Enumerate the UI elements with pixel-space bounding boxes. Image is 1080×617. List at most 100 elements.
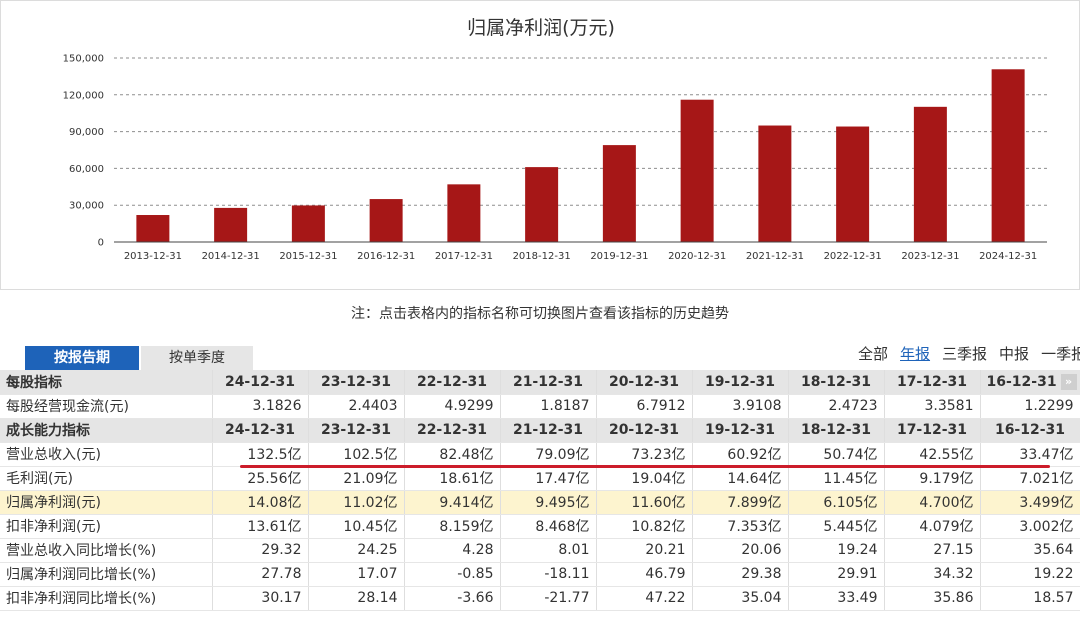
bar[interactable] [836,126,870,242]
indicator-value: 33.49 [788,586,885,611]
indicator-value: -21.77 [500,586,597,611]
indicator-value: 19.22 [980,562,1080,587]
tab-by-report-period[interactable]: 按报告期 [25,346,139,370]
period-label: 16-12-31 [994,422,1066,438]
period-label: 24-12-31 [224,422,296,438]
table-row: 扣非净利润同比增长(%) 30.17 28.14 -3.66 -21.77 47.22 35… [0,586,1080,611]
report-mode-tabs: 按报告期 按单季度 [0,346,253,370]
indicator-value: 14.08亿 [212,490,309,515]
net-profit-bar-chart: 归属净利润(万元) 0 30,000 60,000 90,000 120,000 150,0… [63,17,1047,262]
bar[interactable] [680,99,714,242]
indicator-value: 5.445亿 [788,514,885,539]
indicator-value: 11.45亿 [788,466,885,491]
section-header-row: 成长能力指标 24-12-31 23-12-31 22-12-31 21-12-31 20… [0,418,1080,443]
indicator-value: 2.4403 [308,394,405,419]
x-tick-label: 2017-12-31 [435,251,493,262]
indicator-value: 3.3581 [884,394,981,419]
indicator-name[interactable]: 每股经营现金流(元) [0,394,213,419]
tab-by-single-quarter[interactable]: 按单季度 [141,346,253,370]
bar[interactable] [758,125,792,242]
indicator-value: 42.55亿 [884,442,981,467]
indicator-value: 20.06 [692,538,789,563]
indicator-value: 7.899亿 [692,490,789,515]
period-label: 21-12-31 [512,422,584,438]
period-label: 22-12-31 [416,373,488,390]
indicator-value: 4.700亿 [884,490,981,515]
indicator-value: 20.21 [596,538,693,563]
bar[interactable] [991,69,1025,242]
indicator-value: 82.48亿 [404,442,501,467]
indicator-value: 1.2299 [980,394,1080,419]
indicator-value: 13.61亿 [212,514,309,539]
section-title: 成长能力指标 [0,418,213,443]
period-header: 18-12-31 [788,418,885,443]
indicator-value: 30.17 [212,586,309,611]
period-label: 18-12-31 [800,373,872,390]
indicator-value: 11.60亿 [596,490,693,515]
y-tick-label: 90,000 [69,127,104,138]
y-tick-label: 60,000 [69,164,104,175]
indicator-value: 47.22 [596,586,693,611]
indicator-name[interactable]: 营业总收入同比增长(%) [0,538,213,563]
indicator-value: 4.079亿 [884,514,981,539]
indicator-name[interactable]: 扣非净利润同比增长(%) [0,586,213,611]
bar[interactable] [447,184,481,242]
bar[interactable] [602,145,636,242]
indicator-name[interactable]: 毛利润(元) [0,466,213,491]
period-link-annual[interactable]: 年报 [900,345,931,363]
indicator-value: 7.021亿 [980,466,1080,491]
period-link-all[interactable]: 全部 [858,345,889,363]
section-header-row: 每股指标 24-12-31 23-12-31 22-12-31 21-12-31 20-1… [0,370,1080,395]
table-row: 归属净利润(元) 14.08亿 11.02亿 9.414亿 9.495亿 11.60亿 7.… [0,490,1080,515]
indicator-value: 11.02亿 [308,490,405,515]
indicator-name[interactable]: 营业总收入(元) [0,442,213,467]
indicator-value: 21.09亿 [308,466,405,491]
chart-panel: 归属净利润(万元) 0 30,000 60,000 90,000 120,000 150,0… [0,0,1080,290]
bar[interactable] [136,215,170,242]
bar[interactable] [369,199,403,242]
period-label: 23-12-31 [320,373,392,390]
indicator-name[interactable]: 扣非净利润(元) [0,514,213,539]
indicator-value: 3.1826 [212,394,309,419]
x-tick-label: 2015-12-31 [279,251,337,262]
indicator-value: -18.11 [500,562,597,587]
indicator-value: 8.468亿 [500,514,597,539]
period-header: 17-12-31 [884,370,981,395]
period-label: 20-12-31 [608,373,680,390]
indicator-name[interactable]: 归属净利润(元) [0,490,213,515]
period-header: 23-12-31 [308,370,405,395]
bar[interactable] [913,106,947,242]
indicator-value: 50.74亿 [788,442,885,467]
bar[interactable] [291,205,325,242]
indicator-value: 29.38 [692,562,789,587]
indicator-value: 102.5亿 [308,442,405,467]
indicator-value: 18.61亿 [404,466,501,491]
period-label: 17-12-31 [896,373,968,390]
indicator-value: 25.56亿 [212,466,309,491]
indicator-value: 79.09亿 [500,442,597,467]
period-header: 24-12-31 [212,370,309,395]
indicator-name[interactable]: 归属净利润同比增长(%) [0,562,213,587]
indicator-value: 17.07 [308,562,405,587]
period-link-q3[interactable]: 三季报 [942,345,988,363]
table-row: 扣非净利润(元) 13.61亿 10.45亿 8.159亿 8.468亿 10.82亿 7.… [0,514,1080,539]
indicator-value: -0.85 [404,562,501,587]
double-chevron-right-icon[interactable]: » [1060,373,1077,390]
period-header: 19-12-31 [692,418,789,443]
x-tick-label: 2014-12-31 [202,251,260,262]
period-link-q1[interactable]: 一季报 [1041,345,1080,363]
indicator-value: 10.45亿 [308,514,405,539]
indicator-value: 18.57 [980,586,1080,611]
period-link-interim[interactable]: 中报 [999,345,1030,363]
table-row: 营业总收入同比增长(%) 29.32 24.25 4.28 8.01 20.21 20.06… [0,538,1080,563]
indicator-value: 8.01 [500,538,597,563]
bar[interactable] [525,167,559,242]
bar[interactable] [214,207,248,242]
indicator-value: 14.64亿 [692,466,789,491]
x-tick-label: 2022-12-31 [824,251,882,262]
indicator-value: 6.105亿 [788,490,885,515]
y-tick-label: 150,000 [63,54,104,65]
indicator-value: 28.14 [308,586,405,611]
period-label: 20-12-31 [608,422,680,438]
period-header: 20-12-31 [596,418,693,443]
